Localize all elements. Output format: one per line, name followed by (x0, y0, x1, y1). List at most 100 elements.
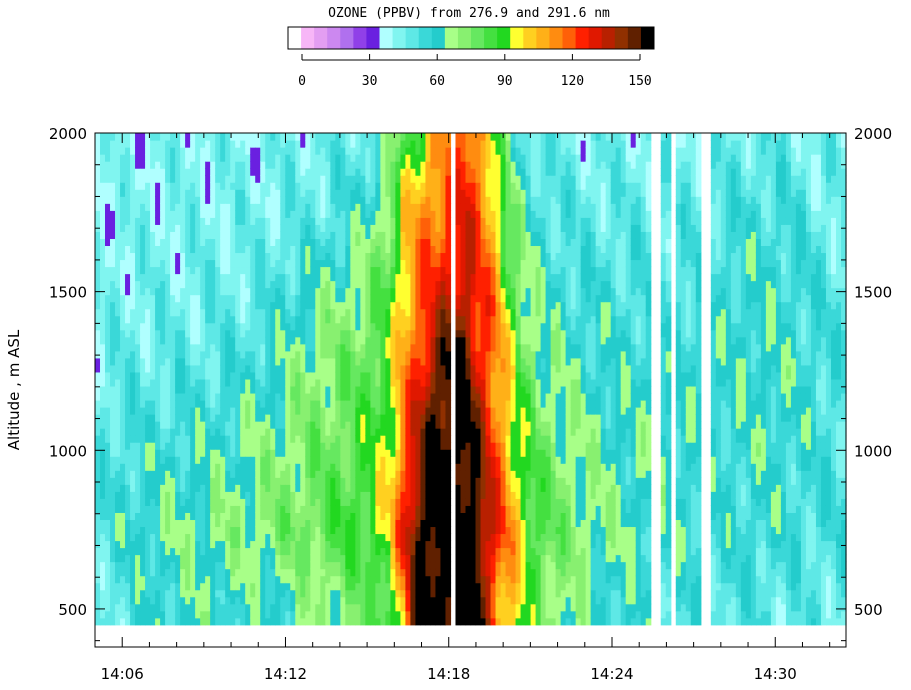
heatmap-cell (400, 512, 407, 521)
heatmap-cell (160, 364, 166, 373)
heatmap-cell (105, 407, 111, 415)
heatmap-cell (285, 161, 291, 169)
heatmap-cell (270, 357, 276, 366)
heatmap-cell (265, 168, 271, 176)
heatmap-cell (350, 329, 356, 338)
heatmap-cell (175, 477, 181, 485)
heatmap-cell (315, 301, 321, 310)
heatmap-cell (390, 224, 396, 232)
heatmap-cell (415, 610, 422, 619)
heatmap-cell (120, 463, 126, 471)
heatmap-cell (135, 189, 141, 197)
heatmap-cell (245, 561, 251, 570)
heatmap-cell (360, 477, 366, 485)
heatmap-cell (350, 526, 356, 535)
heatmap-cell (350, 407, 356, 415)
heatmap-cell (150, 392, 156, 401)
heatmap-cell (300, 224, 306, 232)
heatmap-cell (255, 617, 261, 626)
heatmap-cell (410, 259, 417, 268)
heatmap-cell (305, 540, 311, 549)
heatmap-cell (395, 477, 402, 485)
heatmap-cell (285, 231, 291, 239)
heatmap-cell (195, 484, 201, 492)
heatmap-cell (285, 589, 291, 598)
heatmap-cell (305, 224, 311, 232)
heatmap-cell (445, 617, 452, 626)
heatmap-cell (440, 322, 447, 331)
heatmap-cell (100, 519, 106, 528)
heatmap-cell (350, 456, 356, 464)
heatmap-cell (375, 147, 381, 155)
colorbar-segment (444, 27, 459, 49)
heatmap-cell (295, 407, 301, 415)
heatmap-cell (405, 364, 412, 373)
heatmap-cell (255, 357, 261, 366)
heatmap-cell (390, 238, 396, 247)
heatmap-cell (265, 287, 271, 296)
heatmap-cell (190, 168, 196, 176)
heatmap-cell (325, 280, 331, 289)
heatmap-cell (255, 392, 261, 401)
heatmap-cell (370, 435, 376, 443)
heatmap-cell (290, 238, 296, 247)
heatmap-cell (175, 301, 181, 310)
heatmap-cell (360, 280, 366, 289)
heatmap-cell (320, 210, 326, 218)
heatmap-cell (215, 259, 221, 268)
heatmap-cell (350, 259, 356, 268)
heatmap-cell (110, 140, 116, 148)
heatmap-cell (335, 617, 341, 626)
heatmap-cell (420, 210, 427, 218)
heatmap-cell (240, 470, 246, 478)
heatmap-cell (370, 231, 376, 239)
heatmap-cell (205, 399, 211, 408)
heatmap-cell (365, 378, 371, 387)
heatmap-cell (440, 596, 447, 605)
heatmap-cell (295, 371, 301, 380)
heatmap-cell (435, 224, 442, 232)
heatmap-cell (310, 470, 316, 478)
heatmap-cell (200, 512, 206, 521)
heatmap-cell (110, 280, 116, 289)
heatmap-cell (375, 245, 381, 254)
heatmap-cell (125, 491, 131, 499)
heatmap-cell (220, 378, 226, 387)
heatmap-cell (415, 470, 422, 478)
heatmap-cell (215, 217, 221, 225)
heatmap-cell (430, 399, 437, 408)
heatmap-cell (400, 224, 407, 232)
heatmap-cell (355, 259, 361, 268)
heatmap-cell (405, 392, 412, 401)
heatmap-cell (370, 343, 376, 352)
heatmap-cell (95, 561, 101, 570)
heatmap-cell (195, 582, 201, 591)
heatmap-cell (285, 168, 291, 176)
heatmap-cell (395, 154, 402, 162)
heatmap-cell (375, 582, 381, 591)
heatmap-cell (395, 589, 402, 598)
heatmap-cell (220, 371, 226, 380)
heatmap-cell (355, 266, 361, 275)
heatmap-cell (320, 449, 326, 457)
heatmap-cell (160, 582, 166, 591)
heatmap-cell (440, 294, 447, 303)
heatmap-cell (185, 498, 191, 506)
heatmap-cell (120, 336, 126, 345)
heatmap-cell (170, 210, 176, 218)
heatmap-cell (220, 357, 226, 366)
heatmap-cell (135, 182, 141, 190)
heatmap-cell (305, 582, 311, 591)
heatmap-cell (330, 245, 336, 254)
heatmap-cell (200, 407, 206, 415)
heatmap-cell (210, 617, 216, 626)
heatmap-cell (290, 196, 296, 204)
heatmap-cell (300, 280, 306, 289)
heatmap-cell (100, 252, 106, 261)
heatmap-cell (255, 273, 261, 282)
heatmap-cell (185, 371, 191, 380)
heatmap-cell (110, 519, 116, 528)
heatmap-cell (435, 133, 442, 141)
heatmap-cell (280, 266, 286, 275)
heatmap-cell (255, 364, 261, 373)
